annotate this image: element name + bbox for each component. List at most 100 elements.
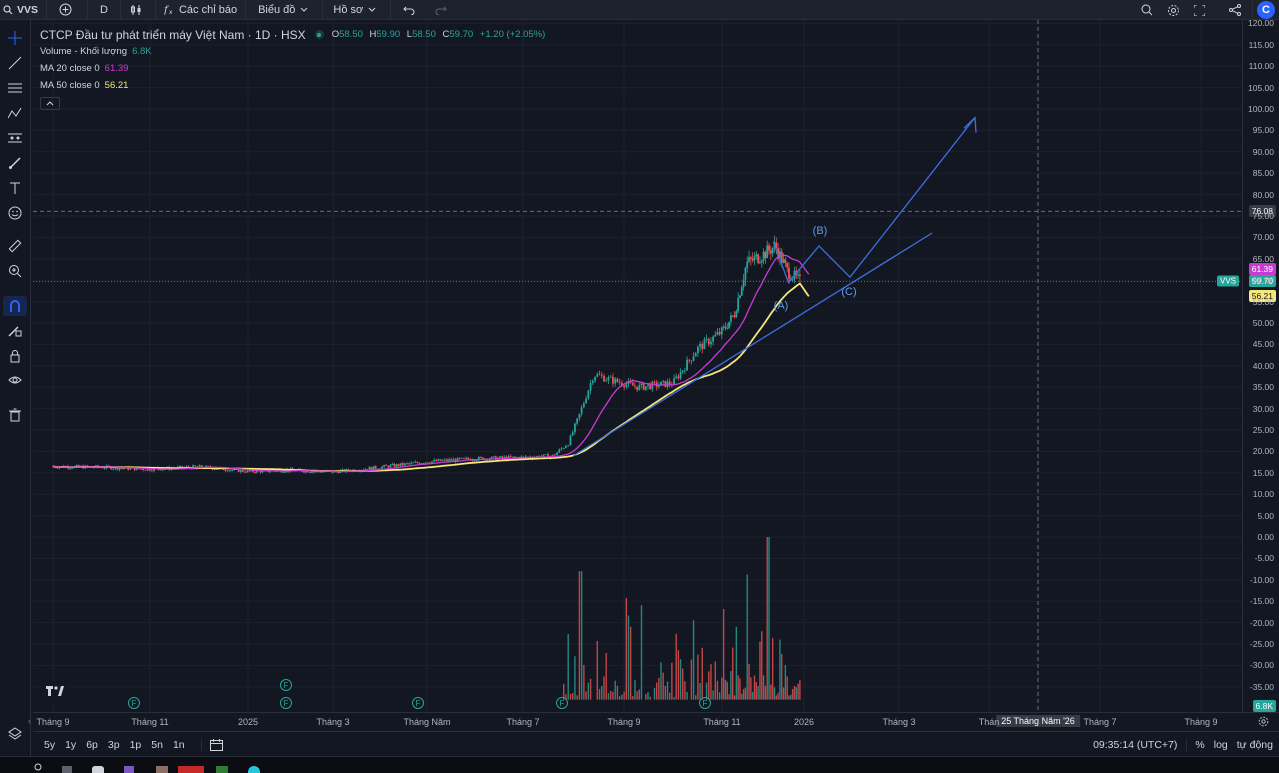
volume-bar xyxy=(629,626,632,700)
ma20-value: 61.39 xyxy=(104,63,129,74)
range-5d[interactable]: 5n xyxy=(151,738,163,751)
symbol-search[interactable]: VVS xyxy=(0,0,48,20)
candle-body xyxy=(129,467,132,470)
object-tree-tool[interactable] xyxy=(3,724,27,744)
candle-body xyxy=(216,469,218,470)
candle-body xyxy=(492,456,495,458)
fundamentals-marker[interactable]: F xyxy=(556,697,568,709)
fib-tool[interactable] xyxy=(3,78,27,98)
redo-button[interactable] xyxy=(427,0,459,20)
brush-tool[interactable] xyxy=(3,153,27,173)
settings-button[interactable] xyxy=(1160,0,1186,20)
range-3m[interactable]: 3p xyxy=(107,738,120,751)
wave-label-b[interactable]: (B) xyxy=(812,225,828,237)
taskbar-app-icon[interactable] xyxy=(124,766,134,773)
measure-tool[interactable] xyxy=(3,236,27,256)
taskbar-app-icon[interactable] xyxy=(156,766,168,773)
volume-legend[interactable]: Volume - Khối lượng 6.8K xyxy=(40,43,545,60)
profile-menu-button[interactable]: Hồ sơ xyxy=(323,0,392,20)
candle-body xyxy=(410,462,413,464)
candle-body xyxy=(657,385,660,387)
fundamentals-marker[interactable]: F xyxy=(699,697,711,709)
ma20-legend[interactable]: MA 20 close 0 61.39 xyxy=(40,60,545,77)
time-axis[interactable]: ‹ 25 Tháng Năm '26 Tháng 9 Tháng 11 2025 Th… xyxy=(28,712,1279,731)
volume-bar xyxy=(735,626,738,700)
taskbar-search-icon[interactable] xyxy=(34,763,44,773)
app-logo[interactable]: C xyxy=(1252,0,1279,20)
time-axis-settings-button[interactable] xyxy=(1258,716,1269,730)
candle-body xyxy=(580,407,583,414)
candle-body xyxy=(418,462,421,464)
clock-timezone[interactable]: 09:35:14 (UTC+7) xyxy=(1093,738,1178,751)
price-chart[interactable] xyxy=(33,20,1242,712)
range-6m[interactable]: 6p xyxy=(86,738,98,751)
compare-button[interactable] xyxy=(47,0,89,20)
taskbar-app-icon[interactable] xyxy=(62,766,72,773)
candle-body xyxy=(477,457,480,461)
candle-body xyxy=(403,463,406,466)
text-tool[interactable] xyxy=(3,178,27,198)
interval-button[interactable]: D xyxy=(88,0,121,20)
fundamentals-marker[interactable]: F xyxy=(412,697,424,709)
volume-bar xyxy=(762,675,765,700)
auto-scale-toggle[interactable]: tự động xyxy=(1236,738,1273,751)
fundamentals-marker[interactable]: F xyxy=(280,679,292,691)
fullscreen-button[interactable] xyxy=(1186,0,1212,20)
fundamentals-marker[interactable]: F xyxy=(128,697,140,709)
volume-bar xyxy=(779,639,781,700)
price-tick-label: -30.00 xyxy=(1249,660,1274,671)
scroll-left-arrow[interactable]: ‹ xyxy=(28,716,31,726)
ma50-legend[interactable]: MA 50 close 0 56.21 xyxy=(40,77,545,94)
volume-bar xyxy=(786,676,788,700)
candle-body xyxy=(448,459,450,461)
volume-bar xyxy=(755,682,758,700)
share-button[interactable] xyxy=(1222,0,1248,20)
percent-scale-toggle[interactable]: % xyxy=(1186,738,1205,751)
price-axis[interactable]: 76.08 61.39 59.70 56.21 6.8K 120.00 115.0… xyxy=(1242,18,1279,712)
price-tick-label: 70.00 xyxy=(1252,232,1274,243)
fundamentals-marker[interactable]: F xyxy=(280,697,292,709)
log-scale-toggle[interactable]: log xyxy=(1213,738,1228,751)
candle-body xyxy=(786,262,789,268)
range-1m[interactable]: 1p xyxy=(129,738,142,751)
range-1y[interactable]: 1y xyxy=(65,738,77,751)
volume-bar xyxy=(768,537,770,700)
wave-label-a[interactable]: (A) xyxy=(773,300,789,312)
wave-label-c[interactable]: (C) xyxy=(841,286,857,298)
delete-drawings-tool[interactable] xyxy=(3,405,27,425)
quick-search-button[interactable] xyxy=(1134,0,1160,20)
volume-bar xyxy=(791,688,794,700)
candle-body xyxy=(391,464,394,466)
lock-drawing-tool[interactable] xyxy=(3,320,27,340)
chart-type-button[interactable] xyxy=(121,0,156,20)
range-1d[interactable]: 1n xyxy=(172,738,185,751)
emoji-tool[interactable] xyxy=(3,203,27,223)
collapse-legend-button[interactable] xyxy=(40,97,60,110)
trendline-tool[interactable] xyxy=(3,53,27,73)
candle-body xyxy=(112,468,115,470)
taskbar-app-active[interactable] xyxy=(178,766,204,773)
candle-body xyxy=(414,461,417,463)
chart-menu-button[interactable]: Biểu đồ xyxy=(246,0,324,20)
prediction-tool[interactable] xyxy=(3,128,27,148)
crosshair-tool[interactable] xyxy=(3,28,27,48)
zoom-tool[interactable] xyxy=(3,261,27,281)
symbol-title[interactable]: CTCP Đầu tư phát triển máy Việt Nam · 1D… xyxy=(40,27,306,42)
candle-body xyxy=(71,467,74,469)
magnet-tool[interactable] xyxy=(3,296,27,316)
ma20-label: MA 20 close 0 xyxy=(40,63,100,74)
range-5y[interactable]: 5y xyxy=(44,738,56,751)
candle-body xyxy=(387,465,390,468)
go-to-date-button[interactable] xyxy=(200,738,223,751)
lock-tool[interactable] xyxy=(3,346,27,366)
undo-button[interactable] xyxy=(391,0,427,20)
taskbar-app-icon[interactable] xyxy=(92,766,104,773)
tradingview-logo[interactable] xyxy=(42,680,68,702)
volume-bar xyxy=(726,681,728,700)
volume-bar xyxy=(598,688,601,700)
visibility-tool[interactable] xyxy=(3,370,27,390)
pattern-tool[interactable] xyxy=(3,103,27,123)
taskbar-app-icon[interactable] xyxy=(248,766,260,773)
taskbar-app-icon[interactable] xyxy=(216,766,228,773)
